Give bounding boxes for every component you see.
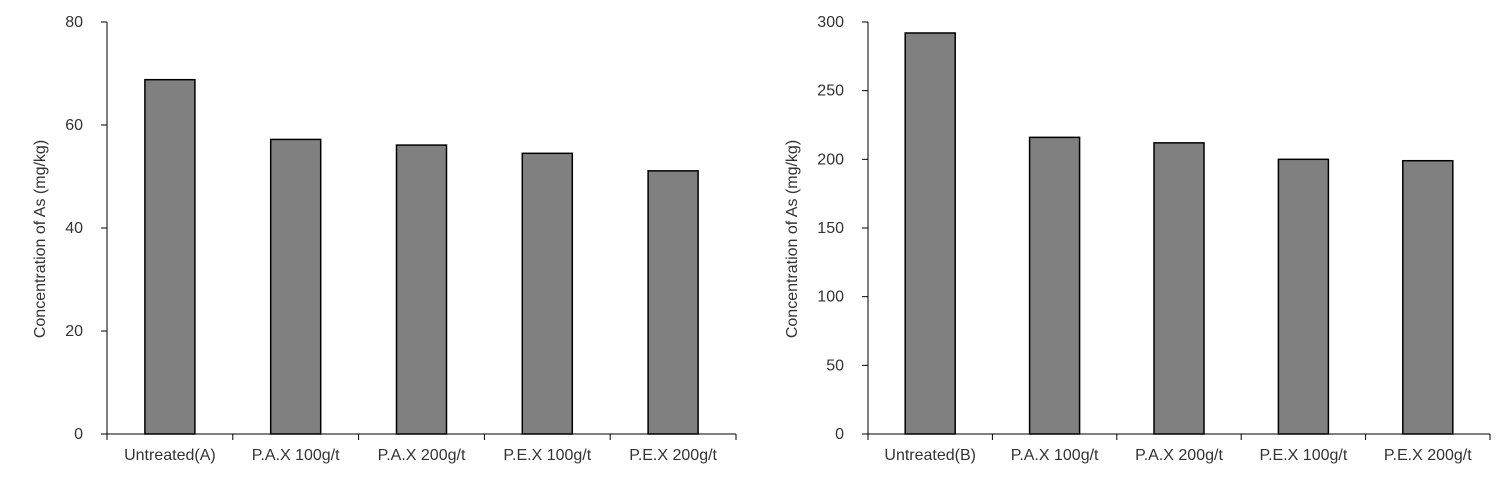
y-tick-label: 150 [817, 220, 844, 237]
x-category-label: P.A.X 100g/t [1011, 447, 1099, 464]
y-axis-label: Concentration of As (mg/kg) [32, 140, 49, 338]
x-category-label: P.E.X 100g/t [503, 447, 591, 464]
y-tick-label: 100 [817, 289, 844, 306]
bar-5 [1402, 159, 1454, 435]
x-category-label: P.A.X 200g/t [1135, 447, 1223, 464]
bar-5 [647, 170, 699, 435]
bar-1 [904, 32, 956, 435]
y-tick-label: 250 [817, 83, 844, 100]
chart-b: 0 50 100 150 200 250 300 Concentration of As (m… [784, 14, 1491, 464]
x-category-label: P.A.X 100g/t [252, 447, 340, 464]
y-tick-label: 50 [826, 357, 844, 374]
chart-a: 0 20 40 60 80 Concentration of As (mg/kg) Untr… [32, 14, 737, 464]
y-tick-label: 0 [835, 426, 844, 443]
bar-1 [144, 78, 196, 435]
x-category-label: P.E.X 200g/t [629, 447, 717, 464]
bar-3 [395, 144, 448, 435]
y-tick-label: 300 [817, 14, 844, 31]
y-tick-label: 80 [65, 14, 83, 31]
y-tick-label: 0 [74, 426, 83, 443]
bar-4 [1277, 158, 1330, 435]
y-tick-label: 20 [65, 323, 83, 340]
y-tick-label: 200 [817, 151, 844, 168]
x-category-label: P.E.X 200g/t [1384, 447, 1472, 464]
y-tick-label: 40 [65, 220, 83, 237]
bar-4 [521, 152, 574, 435]
x-category-label: Untreated(B) [884, 447, 976, 464]
x-category-label: Untreated(A) [124, 447, 216, 464]
bar-2 [269, 138, 322, 435]
x-category-label: P.E.X 100g/t [1260, 447, 1348, 464]
y-tick-label: 60 [65, 117, 83, 134]
bar-2 [1028, 136, 1081, 435]
x-category-label: P.A.X 200g/t [378, 447, 466, 464]
bar-3 [1153, 142, 1205, 435]
y-axis-label: Concentration of As (mg/kg) [784, 140, 801, 338]
